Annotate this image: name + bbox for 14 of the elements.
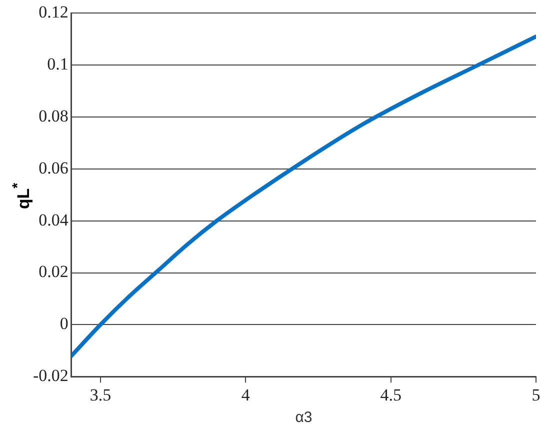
- x-axis-title: α3: [295, 409, 312, 426]
- y-tick-label: 0.04: [38, 210, 69, 230]
- y-tick-label: -0.02: [32, 366, 68, 386]
- x-tick-label: 4.5: [380, 385, 402, 404]
- y-tick-label: 0.08: [38, 106, 68, 126]
- x-tick-label: 4: [241, 385, 250, 404]
- y-tick-label: 0.06: [38, 158, 68, 178]
- y-tick-label: 0.12: [38, 2, 68, 22]
- x-tick-label: 3.5: [90, 385, 112, 404]
- y-tick-label: 0: [60, 314, 68, 334]
- line-series: [71, 34, 536, 358]
- y-tick-label: 0.02: [38, 262, 68, 282]
- y-tick-label: 0.1: [47, 54, 68, 74]
- x-tick-label: 5: [532, 385, 540, 404]
